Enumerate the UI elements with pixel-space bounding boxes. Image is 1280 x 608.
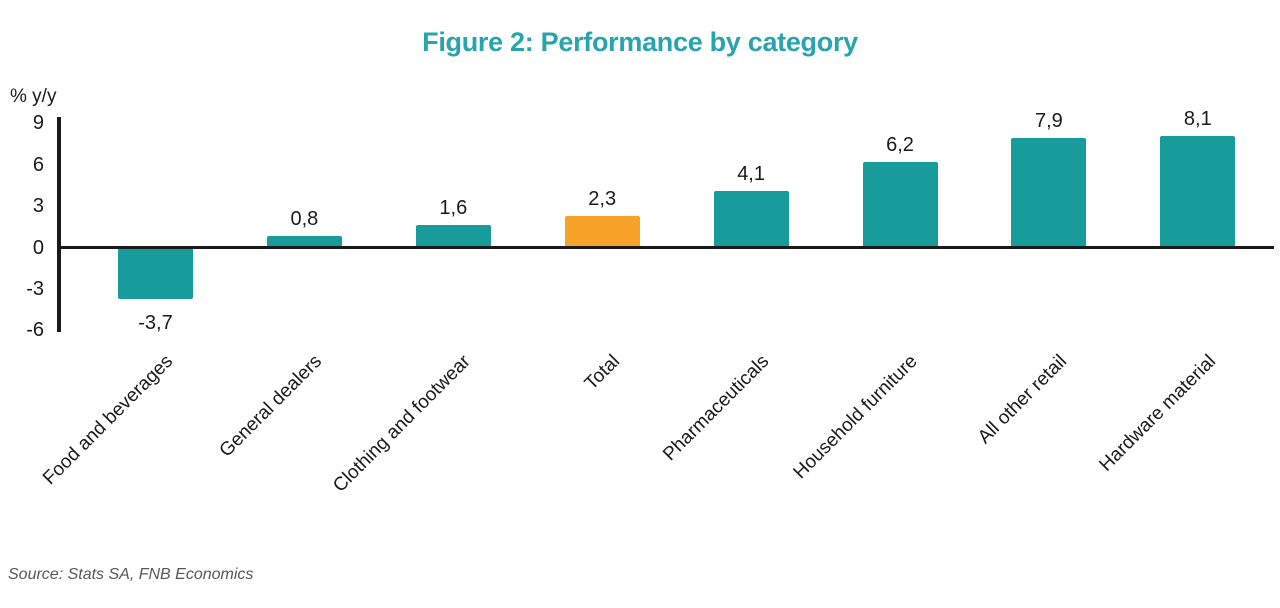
category-label: General dealers	[215, 351, 327, 462]
y-tick-label: 0	[32, 236, 44, 259]
category-label: Pharmaceuticals	[658, 351, 773, 466]
bar-clothing-and-footwear	[415, 225, 491, 248]
bar-household-furniture	[862, 161, 938, 248]
y-tick-label: 9	[32, 112, 44, 135]
bar-value-label: 4,1	[737, 162, 765, 185]
y-tick-label: -6	[26, 319, 44, 342]
bar-food-and-beverages	[118, 247, 193, 299]
bar-value-label: 0,8	[290, 208, 319, 231]
x-axis-zero-line	[57, 246, 1274, 249]
bar-general-dealers	[266, 236, 342, 248]
category-label: Hardware material	[1095, 351, 1220, 476]
bar-value-label: 7,9	[1034, 110, 1063, 133]
bar-value-label: 8,1	[1183, 107, 1212, 130]
category-label: Total	[580, 351, 625, 395]
bar-pharmaceuticals	[713, 190, 789, 248]
category-label: Household furniture	[789, 351, 922, 484]
y-tick-label: 6	[32, 153, 44, 176]
category-label: Food and beverages	[39, 351, 178, 490]
bar-value-label: 1,6	[439, 197, 468, 220]
chart-title: Figure 2: Performance by category	[422, 27, 858, 57]
source-note: Source: Stats SA, FNB Economics	[8, 566, 254, 583]
bar-total	[564, 215, 640, 248]
bar-all-other-retail	[1011, 138, 1087, 248]
bar-hardware-material	[1160, 135, 1236, 248]
y-axis-unit-label: % y/y	[10, 86, 57, 107]
y-tick-label: 3	[32, 195, 44, 218]
category-label: Clothing and footwear	[329, 351, 476, 497]
bar-value-label: 2,3	[588, 187, 617, 210]
category-label: All other retail	[973, 351, 1071, 448]
y-axis-line	[57, 117, 61, 332]
bar-value-label: -3,7	[138, 311, 173, 334]
y-tick-label: -3	[26, 277, 44, 300]
bar-value-label: 6,2	[886, 133, 914, 156]
